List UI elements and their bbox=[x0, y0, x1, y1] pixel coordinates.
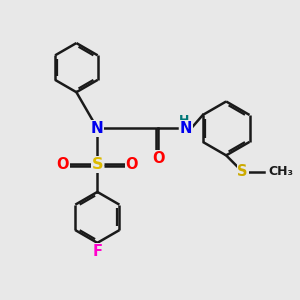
Text: N: N bbox=[179, 121, 192, 136]
Text: O: O bbox=[125, 157, 138, 172]
Text: N: N bbox=[91, 121, 104, 136]
Text: S: S bbox=[92, 157, 103, 172]
Text: S: S bbox=[237, 164, 248, 179]
Text: O: O bbox=[57, 157, 69, 172]
Text: H: H bbox=[179, 113, 189, 127]
Text: F: F bbox=[92, 244, 102, 259]
Text: O: O bbox=[152, 151, 164, 166]
Text: CH₃: CH₃ bbox=[269, 165, 294, 178]
